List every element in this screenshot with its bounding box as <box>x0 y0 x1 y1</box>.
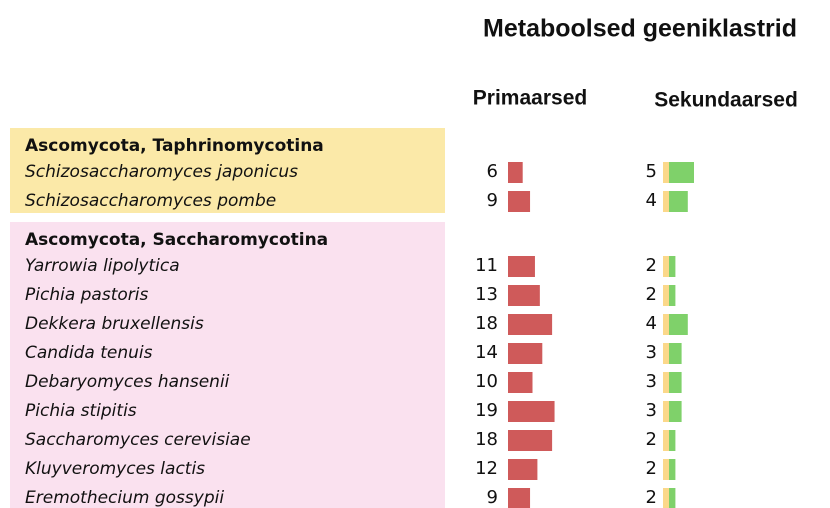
species: Candida tenuis <box>25 343 153 363</box>
secondary-bar <box>663 459 676 480</box>
column-header: Sekundaarsed <box>654 89 798 112</box>
group-background <box>10 222 445 508</box>
secondary-bar <box>663 488 676 508</box>
primary-count: 14 <box>475 342 498 363</box>
secondary-count: 3 <box>646 342 657 363</box>
primary-bar <box>508 285 540 306</box>
secondary-count: 4 <box>646 313 657 334</box>
secondary-bar <box>663 256 676 277</box>
secondary-bar-part <box>669 459 676 480</box>
secondary-bar-part <box>663 314 669 335</box>
secondary-bar-part <box>669 488 676 508</box>
secondary-bar <box>663 401 682 422</box>
group-name: Ascomycota, Saccharomycotina <box>25 230 328 250</box>
secondary-bar-part <box>663 191 669 212</box>
primary-bar <box>508 343 543 364</box>
primary-bar <box>508 162 523 183</box>
primary-bar <box>508 256 535 277</box>
secondary-bar <box>663 372 682 393</box>
secondary-bar-part <box>669 191 688 212</box>
secondary-count: 2 <box>646 429 657 450</box>
species: Kluyveromyces lactis <box>25 459 205 479</box>
title: Metaboolsed geeniklastrid <box>483 15 797 43</box>
primary-count: 10 <box>475 371 498 392</box>
secondary-bar-part <box>669 343 682 364</box>
secondary-bar-part <box>663 401 669 422</box>
species: Pichia stipitis <box>25 401 137 421</box>
primary-bar <box>508 488 531 508</box>
secondary-bar-part <box>669 430 676 451</box>
secondary-bar-part <box>663 430 669 451</box>
species: Schizosaccharomyces pombe <box>25 191 276 211</box>
secondary-bar-part <box>663 459 669 480</box>
secondary-bar-part <box>663 372 669 393</box>
primary-count: 9 <box>487 487 498 508</box>
secondary-count: 2 <box>646 255 657 276</box>
primary-count: 12 <box>475 458 498 479</box>
secondary-count: 3 <box>646 400 657 421</box>
secondary-bar-part <box>669 256 676 277</box>
secondary-bar-part <box>669 285 676 306</box>
primary-count: 18 <box>475 313 498 334</box>
species: Pichia pastoris <box>25 285 148 305</box>
group-name: Ascomycota, Taphrinomycotina <box>25 136 324 156</box>
secondary-count: 2 <box>646 284 657 305</box>
secondary-bar-part <box>669 372 682 393</box>
primary-bar <box>508 191 531 212</box>
secondary-bar-part <box>663 285 669 306</box>
primary-bar <box>508 314 553 335</box>
secondary-bar <box>663 191 688 212</box>
primary-bar <box>508 430 553 451</box>
secondary-bar <box>663 285 676 306</box>
secondary-bar-part <box>663 162 669 183</box>
primary-count: 19 <box>475 400 498 421</box>
secondary-count: 2 <box>646 487 657 508</box>
secondary-bar <box>663 343 682 364</box>
secondary-bar-part <box>669 401 682 422</box>
species: Schizosaccharomyces japonicus <box>25 162 298 182</box>
species: Debaryomyces hansenii <box>25 372 230 392</box>
species: Yarrowia lipolytica <box>25 256 180 276</box>
secondary-bar-part <box>663 343 669 364</box>
species: Dekkera bruxellensis <box>25 314 204 334</box>
secondary-bar-part <box>663 488 669 508</box>
primary-count: 18 <box>475 429 498 450</box>
group-background <box>10 128 445 213</box>
secondary-bar <box>663 162 694 183</box>
species: Eremothecium gossypii <box>25 488 224 508</box>
primary-bar <box>508 401 555 422</box>
primary-bar <box>508 459 538 480</box>
primary-count: 6 <box>487 161 498 182</box>
secondary-count: 5 <box>646 161 657 182</box>
species: Saccharomyces cerevisiae <box>25 430 251 450</box>
column-header: Primaarsed <box>473 87 587 110</box>
primary-count: 13 <box>475 284 498 305</box>
primary-count: 9 <box>487 190 498 211</box>
secondary-count: 3 <box>646 371 657 392</box>
secondary-count: 4 <box>646 190 657 211</box>
primary-count: 11 <box>475 255 498 276</box>
secondary-bar <box>663 314 688 335</box>
secondary-bar-part <box>669 162 694 183</box>
primary-bar <box>508 372 533 393</box>
secondary-bar <box>663 430 676 451</box>
secondary-count: 2 <box>646 458 657 479</box>
secondary-bar-part <box>663 256 669 277</box>
secondary-bar-part <box>669 314 688 335</box>
